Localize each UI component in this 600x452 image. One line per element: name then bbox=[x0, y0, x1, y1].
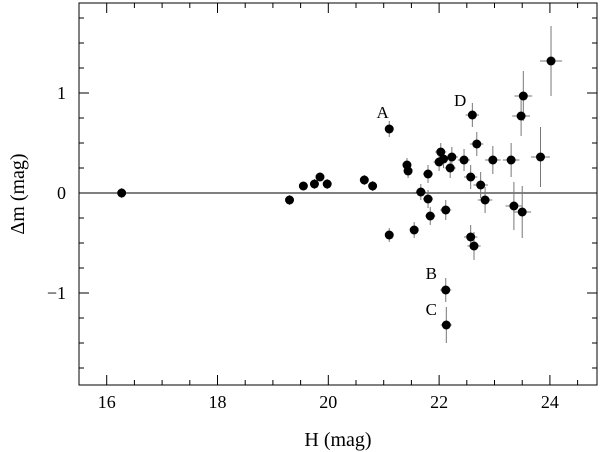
data-point bbox=[445, 163, 455, 173]
y-axis-label: Δm (mag) bbox=[7, 153, 29, 234]
data-point bbox=[403, 166, 413, 176]
error-bars bbox=[119, 26, 563, 343]
data-point bbox=[425, 211, 435, 221]
point-annotation: A bbox=[376, 103, 389, 122]
data-point bbox=[517, 207, 527, 217]
data-points bbox=[117, 56, 556, 330]
data-point bbox=[285, 195, 295, 205]
x-tick-label: 24 bbox=[541, 392, 559, 412]
data-point bbox=[416, 187, 426, 197]
data-point bbox=[546, 56, 556, 66]
data-point bbox=[535, 152, 545, 162]
data-point bbox=[476, 180, 486, 190]
x-axis-label: H (mag) bbox=[304, 429, 371, 451]
data-point bbox=[423, 169, 433, 179]
data-point bbox=[368, 181, 378, 191]
x-tick-label: 16 bbox=[98, 392, 116, 412]
data-point bbox=[439, 154, 449, 164]
data-point bbox=[467, 110, 477, 120]
data-point bbox=[117, 188, 127, 198]
x-tick-label: 20 bbox=[319, 392, 337, 412]
data-point bbox=[447, 152, 457, 162]
data-point bbox=[516, 111, 526, 121]
point-annotation: B bbox=[426, 264, 437, 283]
data-point bbox=[466, 172, 476, 182]
data-point bbox=[459, 155, 469, 165]
data-point bbox=[315, 172, 325, 182]
data-point bbox=[322, 179, 332, 189]
x-tick-labels: 16 18 20 22 24 bbox=[98, 392, 559, 412]
data-point bbox=[480, 195, 490, 205]
data-point bbox=[466, 232, 476, 242]
plot-frame bbox=[78, 2, 598, 386]
y-tick-labels: −1 0 1 bbox=[47, 83, 66, 303]
x-tick-label: 18 bbox=[209, 392, 227, 412]
data-point bbox=[518, 91, 528, 101]
axis-ticks bbox=[78, 3, 597, 385]
data-point bbox=[359, 175, 369, 185]
y-tick-label: 0 bbox=[57, 183, 66, 203]
data-point bbox=[472, 139, 482, 149]
data-point bbox=[441, 205, 451, 215]
point-annotations: A D BC bbox=[376, 91, 466, 319]
data-point bbox=[423, 194, 433, 204]
data-point bbox=[309, 179, 319, 189]
data-point bbox=[384, 230, 394, 240]
data-point bbox=[409, 225, 419, 235]
data-point bbox=[469, 241, 479, 251]
point-annotation: D bbox=[454, 91, 466, 110]
point-annotation: C bbox=[426, 300, 437, 319]
y-tick-label: 1 bbox=[57, 83, 66, 103]
y-tick-label: −1 bbox=[47, 283, 66, 303]
data-point bbox=[436, 147, 446, 157]
data-point bbox=[384, 124, 394, 134]
data-point bbox=[298, 181, 308, 191]
data-point bbox=[488, 155, 498, 165]
data-point bbox=[441, 285, 451, 295]
data-point bbox=[509, 201, 519, 211]
x-tick-label: 22 bbox=[430, 392, 448, 412]
data-point bbox=[441, 320, 451, 330]
data-point bbox=[506, 155, 516, 165]
